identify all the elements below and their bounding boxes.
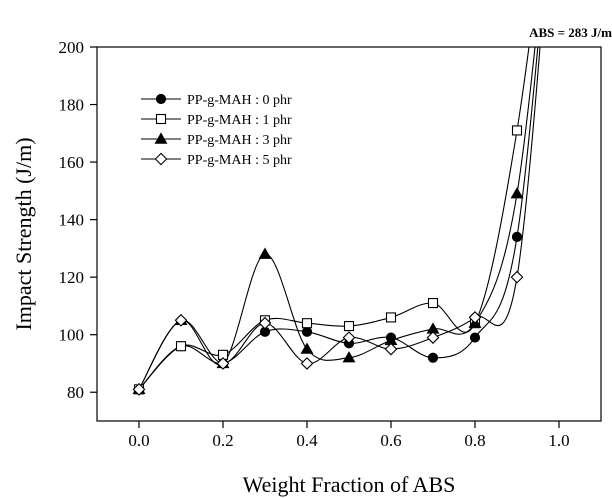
data-point-0 — [427, 352, 439, 363]
y-tick-label: 200 — [59, 38, 85, 57]
data-point-3 — [300, 357, 314, 370]
legend-marker — [154, 132, 168, 144]
y-tick-label: 160 — [59, 153, 85, 172]
legend-label: PP-g-MAH : 3 phr — [187, 133, 292, 148]
data-point-0 — [511, 231, 523, 242]
data-point-3 — [510, 270, 524, 284]
y-axis-title: Impact Strength (J/m) — [11, 137, 36, 330]
data-point-3 — [384, 342, 398, 356]
data-point-1 — [343, 321, 355, 332]
x-tick-label: 1.0 — [548, 431, 569, 450]
data-point-3 — [174, 313, 188, 327]
data-point-1 — [511, 125, 523, 136]
data-point-3 — [342, 331, 356, 344]
legend-marker — [154, 152, 168, 166]
data-point-2 — [510, 187, 524, 199]
data-point-2 — [342, 351, 356, 363]
legend-marker — [155, 113, 167, 125]
data-point-2 — [300, 342, 314, 354]
annotation-abs: ABS = 283 J/m — [529, 25, 612, 40]
data-point-1 — [175, 341, 187, 352]
x-tick-label: 0.8 — [464, 431, 485, 450]
x-tick-label: 0.2 — [212, 431, 233, 450]
data-point-3 — [258, 316, 272, 330]
x-axis-title: Weight Fraction of ABS — [243, 472, 456, 497]
y-tick-label: 180 — [59, 96, 85, 115]
plot-frame — [96, 46, 602, 422]
legend-label: PP-g-MAH : 5 phr — [187, 153, 292, 168]
legend: PP-g-MAH : 0 phr PP-g-MAH : 1 phr PP-g-MAH… — [141, 93, 292, 168]
data-point-1 — [301, 318, 313, 329]
data-point-0 — [469, 332, 481, 343]
y-tick-label: 120 — [59, 268, 85, 287]
axis-ticks: 0.0 0.2 0.4 0.6 0.8 1.0 80 100 120 140 160 180 200 — [59, 38, 570, 450]
legend-label: PP-g-MAH : 1 phr — [187, 113, 292, 128]
data-point-3 — [426, 331, 440, 344]
data-point-2 — [258, 247, 272, 259]
x-tick-label: 0.6 — [380, 431, 401, 450]
y-tick-label: 100 — [59, 326, 85, 345]
legend-marker — [155, 93, 167, 105]
data-markers — [132, 125, 524, 396]
data-point-3 — [468, 311, 482, 324]
data-point-0 — [301, 326, 313, 337]
series-line-3 — [138, 47, 541, 390]
data-point-1 — [385, 312, 397, 323]
x-tick-label: 0.4 — [296, 431, 318, 450]
data-point-1 — [427, 297, 439, 309]
y-tick-label: 80 — [67, 383, 84, 402]
legend-label: PP-g-MAH : 0 phr — [187, 93, 292, 108]
x-tick-label: 0.0 — [128, 431, 149, 450]
data-point-3 — [216, 357, 230, 370]
y-tick-label: 140 — [59, 211, 85, 230]
data-point-3 — [132, 382, 146, 396]
